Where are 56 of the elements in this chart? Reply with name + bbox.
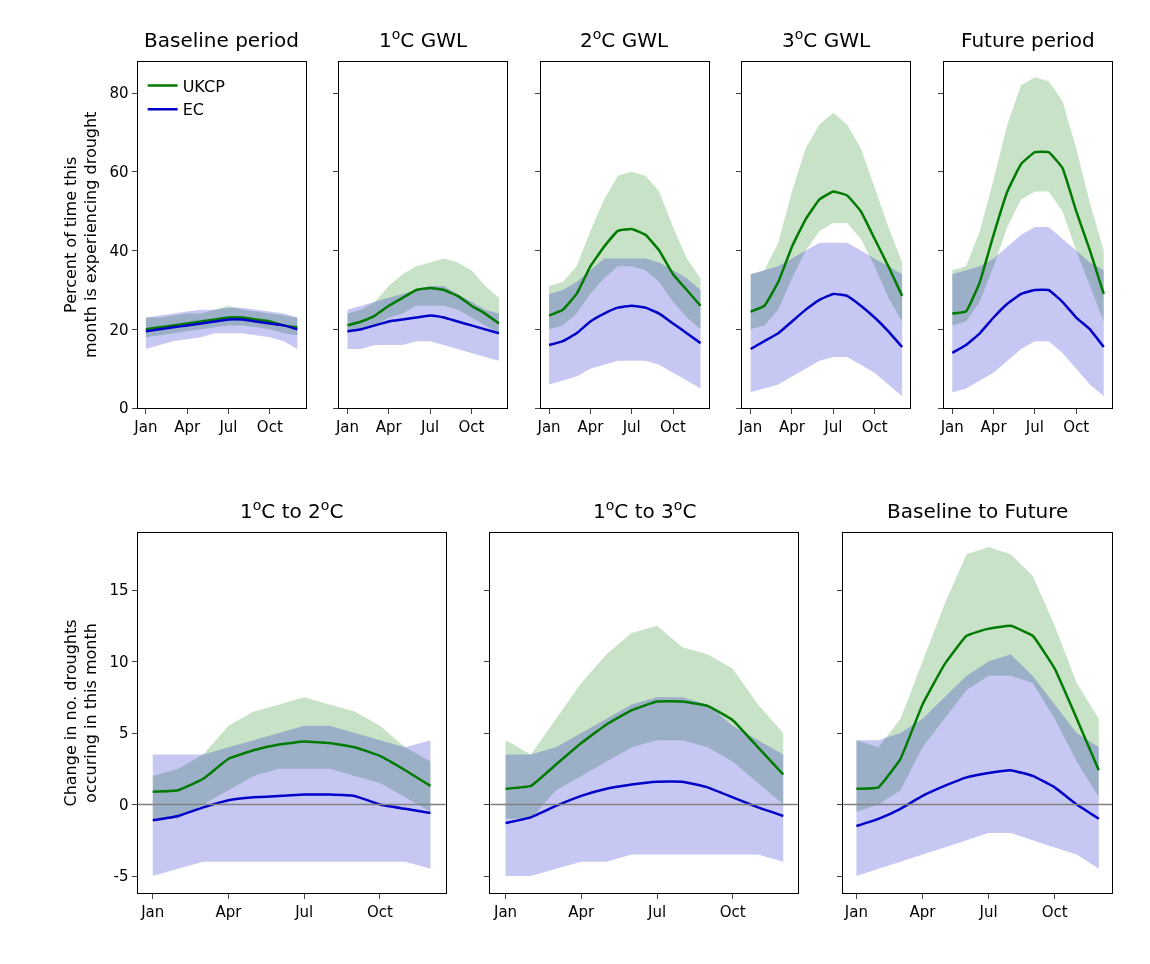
y-tick-label: 40 [109, 241, 129, 260]
x-tick-label: Jan [939, 418, 964, 437]
x-tick-label: Apr [909, 903, 937, 922]
x-tick-label: Jan [536, 418, 561, 437]
y-tick-label: -5 [113, 867, 129, 886]
chart-title: Future period [961, 28, 1095, 52]
x-tick-label: Jul [646, 903, 667, 922]
x-tick-label: Jan [843, 903, 868, 922]
legend-label: EC [182, 100, 204, 120]
x-tick-label: Apr [778, 418, 806, 437]
x-tick-label: Jul [621, 418, 641, 437]
x-tick-label: Oct [719, 903, 746, 922]
x-tick-label: Jan [140, 903, 165, 922]
x-tick-label: Jul [294, 903, 314, 922]
x-tick-label: Apr [174, 418, 201, 437]
y-tick-label: 60 [109, 163, 129, 182]
x-tick-label: Apr [577, 418, 605, 437]
y-tick-label: 20 [109, 320, 129, 339]
x-tick-label: Oct [366, 903, 394, 922]
x-tick-label: Apr [568, 903, 596, 922]
y-tick-label: 0 [118, 399, 129, 418]
x-tick-label: Apr [215, 903, 243, 922]
x-tick-label: Oct [256, 418, 283, 437]
x-tick-label: Oct [1041, 903, 1068, 922]
chart-title: 2$^{o}$C GWL [580, 26, 669, 53]
line-series [151, 793, 432, 822]
x-tick-label: Oct [458, 418, 485, 437]
y-axis-title: Change in no. droughts occuring in this month [60, 619, 101, 807]
x-tick-label: Jan [492, 903, 518, 922]
y-tick-label: 10 [109, 652, 129, 671]
line-series [151, 740, 432, 793]
x-tick-label: Jan [133, 418, 158, 437]
chart-title: 1$^{o}$C to 2$^{o}$C [240, 497, 344, 524]
y-tick-label: 80 [109, 84, 129, 103]
chart-title: 3$^{o}$C GWL [782, 26, 871, 53]
chart-title: 1$^{o}$C to 3$^{o}$C [593, 497, 697, 524]
x-tick-label: Jan [334, 418, 360, 437]
x-tick-label: Oct [1063, 418, 1090, 437]
y-tick-label: 0 [118, 795, 129, 814]
y-tick-label: 15 [109, 581, 129, 600]
chart-title: 1$^{o}$C GWL [379, 26, 468, 53]
x-tick-label: Apr [980, 418, 1008, 437]
chart-title: Baseline period [144, 28, 299, 52]
x-tick-label: Jul [218, 418, 238, 437]
x-tick-label: Apr [375, 418, 403, 437]
y-tick-label: 5 [118, 724, 129, 743]
x-tick-label: Jul [823, 418, 843, 437]
x-tick-label: Oct [660, 418, 687, 437]
x-tick-label: Jul [978, 903, 998, 922]
legend-label: UKCP [182, 76, 226, 96]
x-tick-label: Oct [861, 418, 888, 437]
chart-title: Baseline to Future [887, 499, 1069, 523]
x-tick-label: Jan [738, 418, 763, 437]
y-axis-title: Percent of time this month is experiencing drought [60, 111, 101, 359]
x-tick-label: Jul [1024, 418, 1044, 437]
x-tick-label: Jul [420, 418, 440, 437]
